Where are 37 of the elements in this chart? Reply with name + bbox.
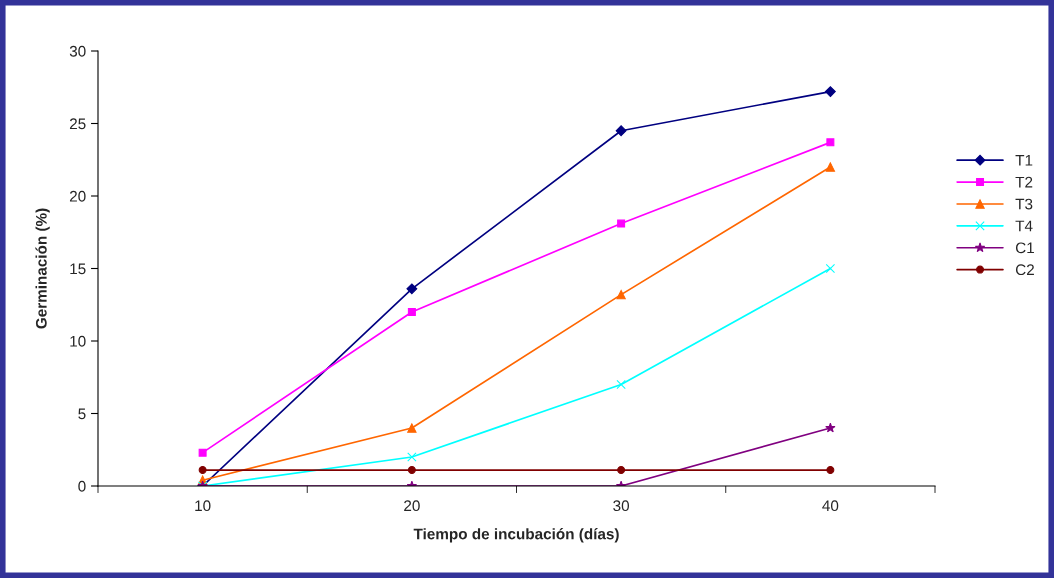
point <box>615 125 627 137</box>
point <box>616 379 626 390</box>
point <box>407 308 416 316</box>
point <box>407 423 417 433</box>
point <box>825 263 836 274</box>
point <box>616 289 626 300</box>
x-tick-label: 40 <box>822 500 839 512</box>
legend-label: T3 <box>1015 198 1033 210</box>
y-tick-label: 20 <box>69 190 86 202</box>
x-tick-label: 20 <box>404 500 420 512</box>
point <box>406 283 418 295</box>
y-tick-label: 0 <box>78 480 86 492</box>
point <box>407 452 417 462</box>
point <box>617 219 626 228</box>
x-tick-label: 10 <box>195 500 211 512</box>
point <box>825 422 836 433</box>
point <box>198 466 207 475</box>
y-tick-label: 15 <box>70 263 86 275</box>
point <box>825 162 836 172</box>
legend-label: C1 <box>1015 242 1034 254</box>
y-axis-title: Germinación (%) <box>35 208 50 329</box>
point <box>824 86 836 98</box>
point <box>826 138 835 147</box>
point <box>198 448 207 457</box>
point <box>407 466 416 475</box>
legend-label: T4 <box>1015 220 1033 232</box>
legend-label: C2 <box>1015 264 1034 276</box>
point <box>617 466 626 475</box>
legend-label: T2 <box>1015 176 1033 188</box>
point <box>826 466 835 475</box>
y-tick-label: 25 <box>69 118 86 130</box>
y-tick-label: 30 <box>69 45 86 57</box>
y-tick-label: 5 <box>78 408 86 420</box>
x-axis-title: Tiempo de incubación (días) <box>413 528 619 543</box>
legend-label: T1 <box>1015 155 1033 166</box>
y-tick-label: 10 <box>70 335 86 347</box>
x-tick-label: 30 <box>613 500 630 512</box>
